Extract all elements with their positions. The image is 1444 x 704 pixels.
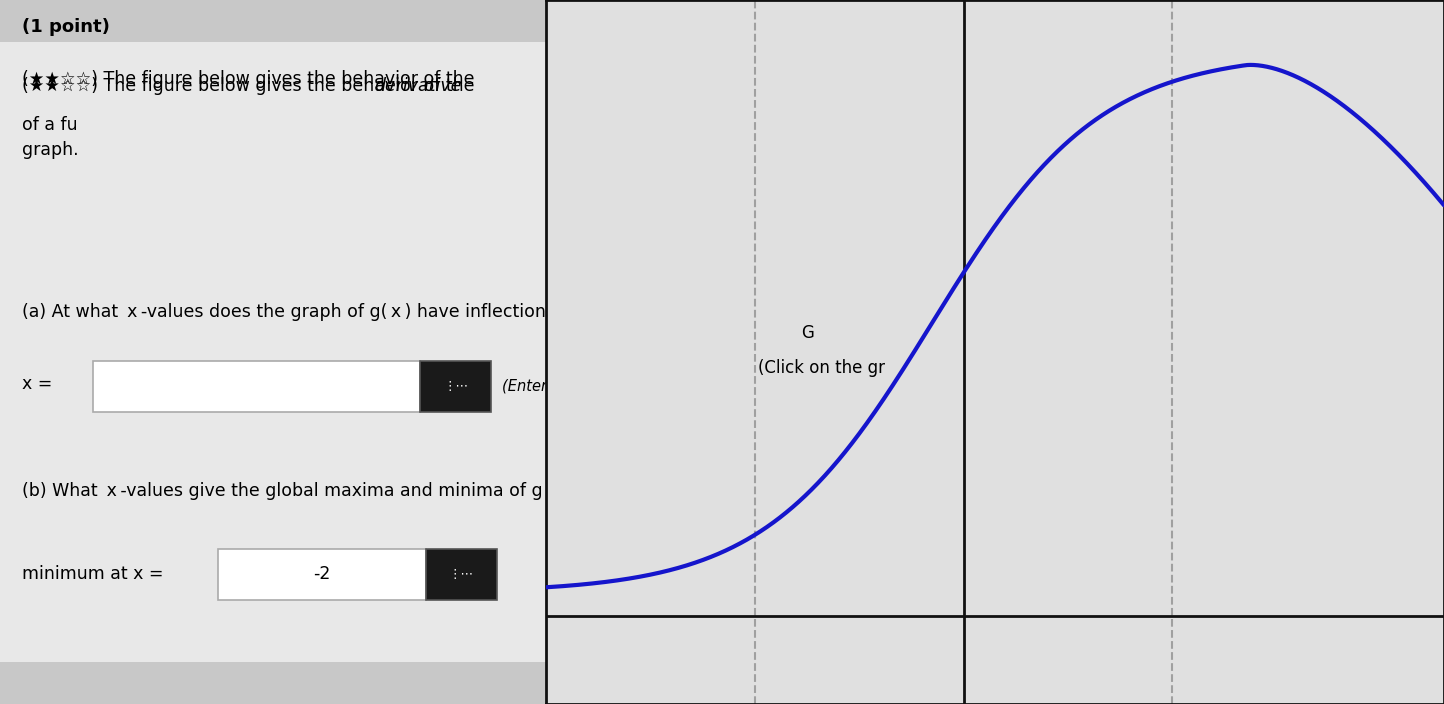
Text: derivative: derivative <box>374 77 461 96</box>
Text: (a) At what  x -values does the graph of g( x ) have inflection points?: (a) At what x -values does the graph of … <box>22 303 614 321</box>
Text: G: G <box>801 324 814 342</box>
Text: ⋮⋯: ⋮⋯ <box>443 380 468 393</box>
Bar <box>218 549 426 600</box>
Text: (★★☆☆) The figure below gives the behavior of the: (★★☆☆) The figure below gives the behavi… <box>22 70 479 89</box>
Text: (1 point): (1 point) <box>22 18 110 36</box>
Text: of a fu: of a fu <box>22 116 78 134</box>
Bar <box>92 361 420 412</box>
Text: ⋮⋯: ⋮⋯ <box>449 568 474 581</box>
Text: (Click on the gr: (Click on the gr <box>758 359 885 377</box>
Text: (★★☆☆) The figure below gives the behavior of the: (★★☆☆) The figure below gives the behavi… <box>22 77 479 96</box>
Text: (b) What  x -values give the global maxima and minima of g on [−2, 2]?: (b) What x -values give the global maxim… <box>22 482 645 501</box>
Text: minimum at x =: minimum at x = <box>22 565 163 583</box>
Text: graph.: graph. <box>22 141 78 159</box>
Bar <box>426 549 497 600</box>
Text: x =: x = <box>22 375 52 393</box>
Bar <box>0 42 557 662</box>
Text: (Enter your answer as a comma-s: (Enter your answer as a comma-s <box>503 379 749 394</box>
Text: -2: -2 <box>313 565 331 584</box>
Bar <box>420 361 491 412</box>
